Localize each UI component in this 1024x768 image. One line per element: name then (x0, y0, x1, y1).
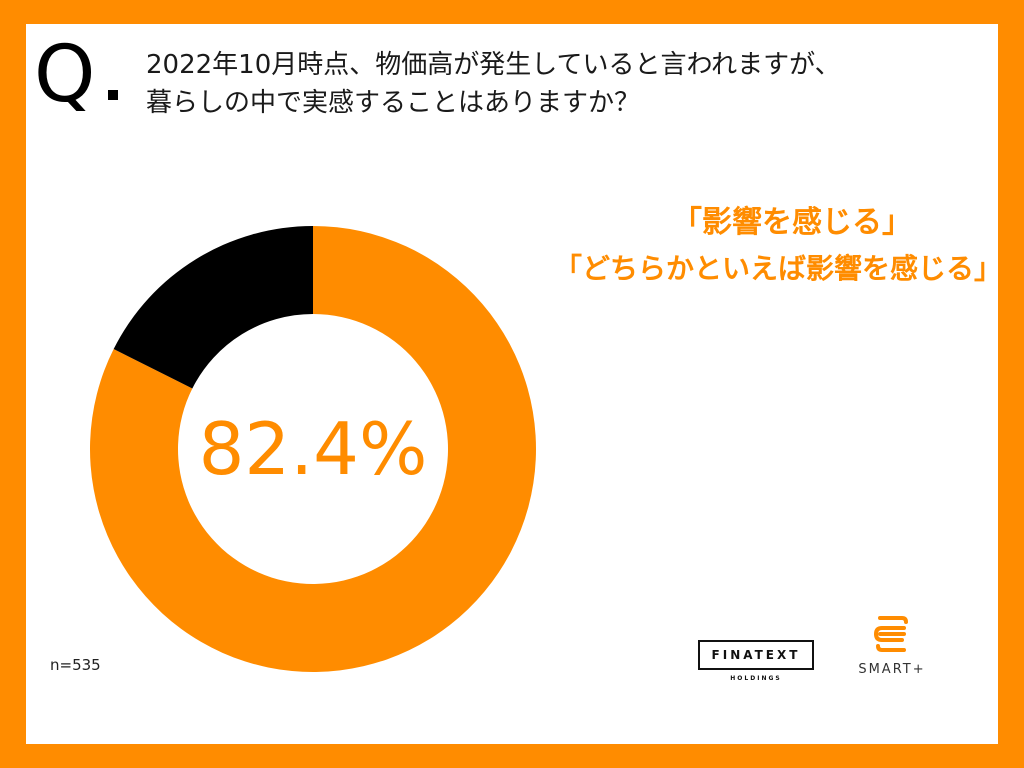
smart-plus-logo-text: SMART+ (858, 662, 926, 677)
question-line-2: 暮らしの中で実感することはありますか？ (146, 88, 641, 118)
finatext-logo-subtext: HOLDINGS (730, 675, 782, 682)
highlight-line-2: 「どちらかといえば影響を感じる」 (553, 252, 1002, 285)
question-text: 2022年10月時点、物価高が発生していると言われますが、 暮らしの中で実感する… (146, 46, 841, 122)
question-line-1: 2022年10月時点、物価高が発生していると言われますが、 (146, 50, 841, 80)
highlight-line-1: 「影響を感じる」 (672, 205, 912, 240)
smart-plus-logo: SMART+ (850, 614, 934, 677)
answer-highlight: 「影響を感じる」 「どちらかといえば影響を感じる」 (554, 200, 1002, 292)
finatext-logo: FINATEXT HOLDINGS (698, 640, 814, 682)
finatext-logo-text: FINATEXT (698, 640, 814, 670)
donut-slice-1 (90, 226, 537, 672)
smart-plus-logo-icon (873, 616, 908, 652)
center-percentage-label: 82.4% (199, 407, 428, 491)
question-mark-dot (108, 90, 118, 100)
sample-size: n=535 (50, 656, 101, 674)
question-mark-letter: Q (34, 30, 96, 120)
donut-slice-2 (113, 226, 313, 389)
